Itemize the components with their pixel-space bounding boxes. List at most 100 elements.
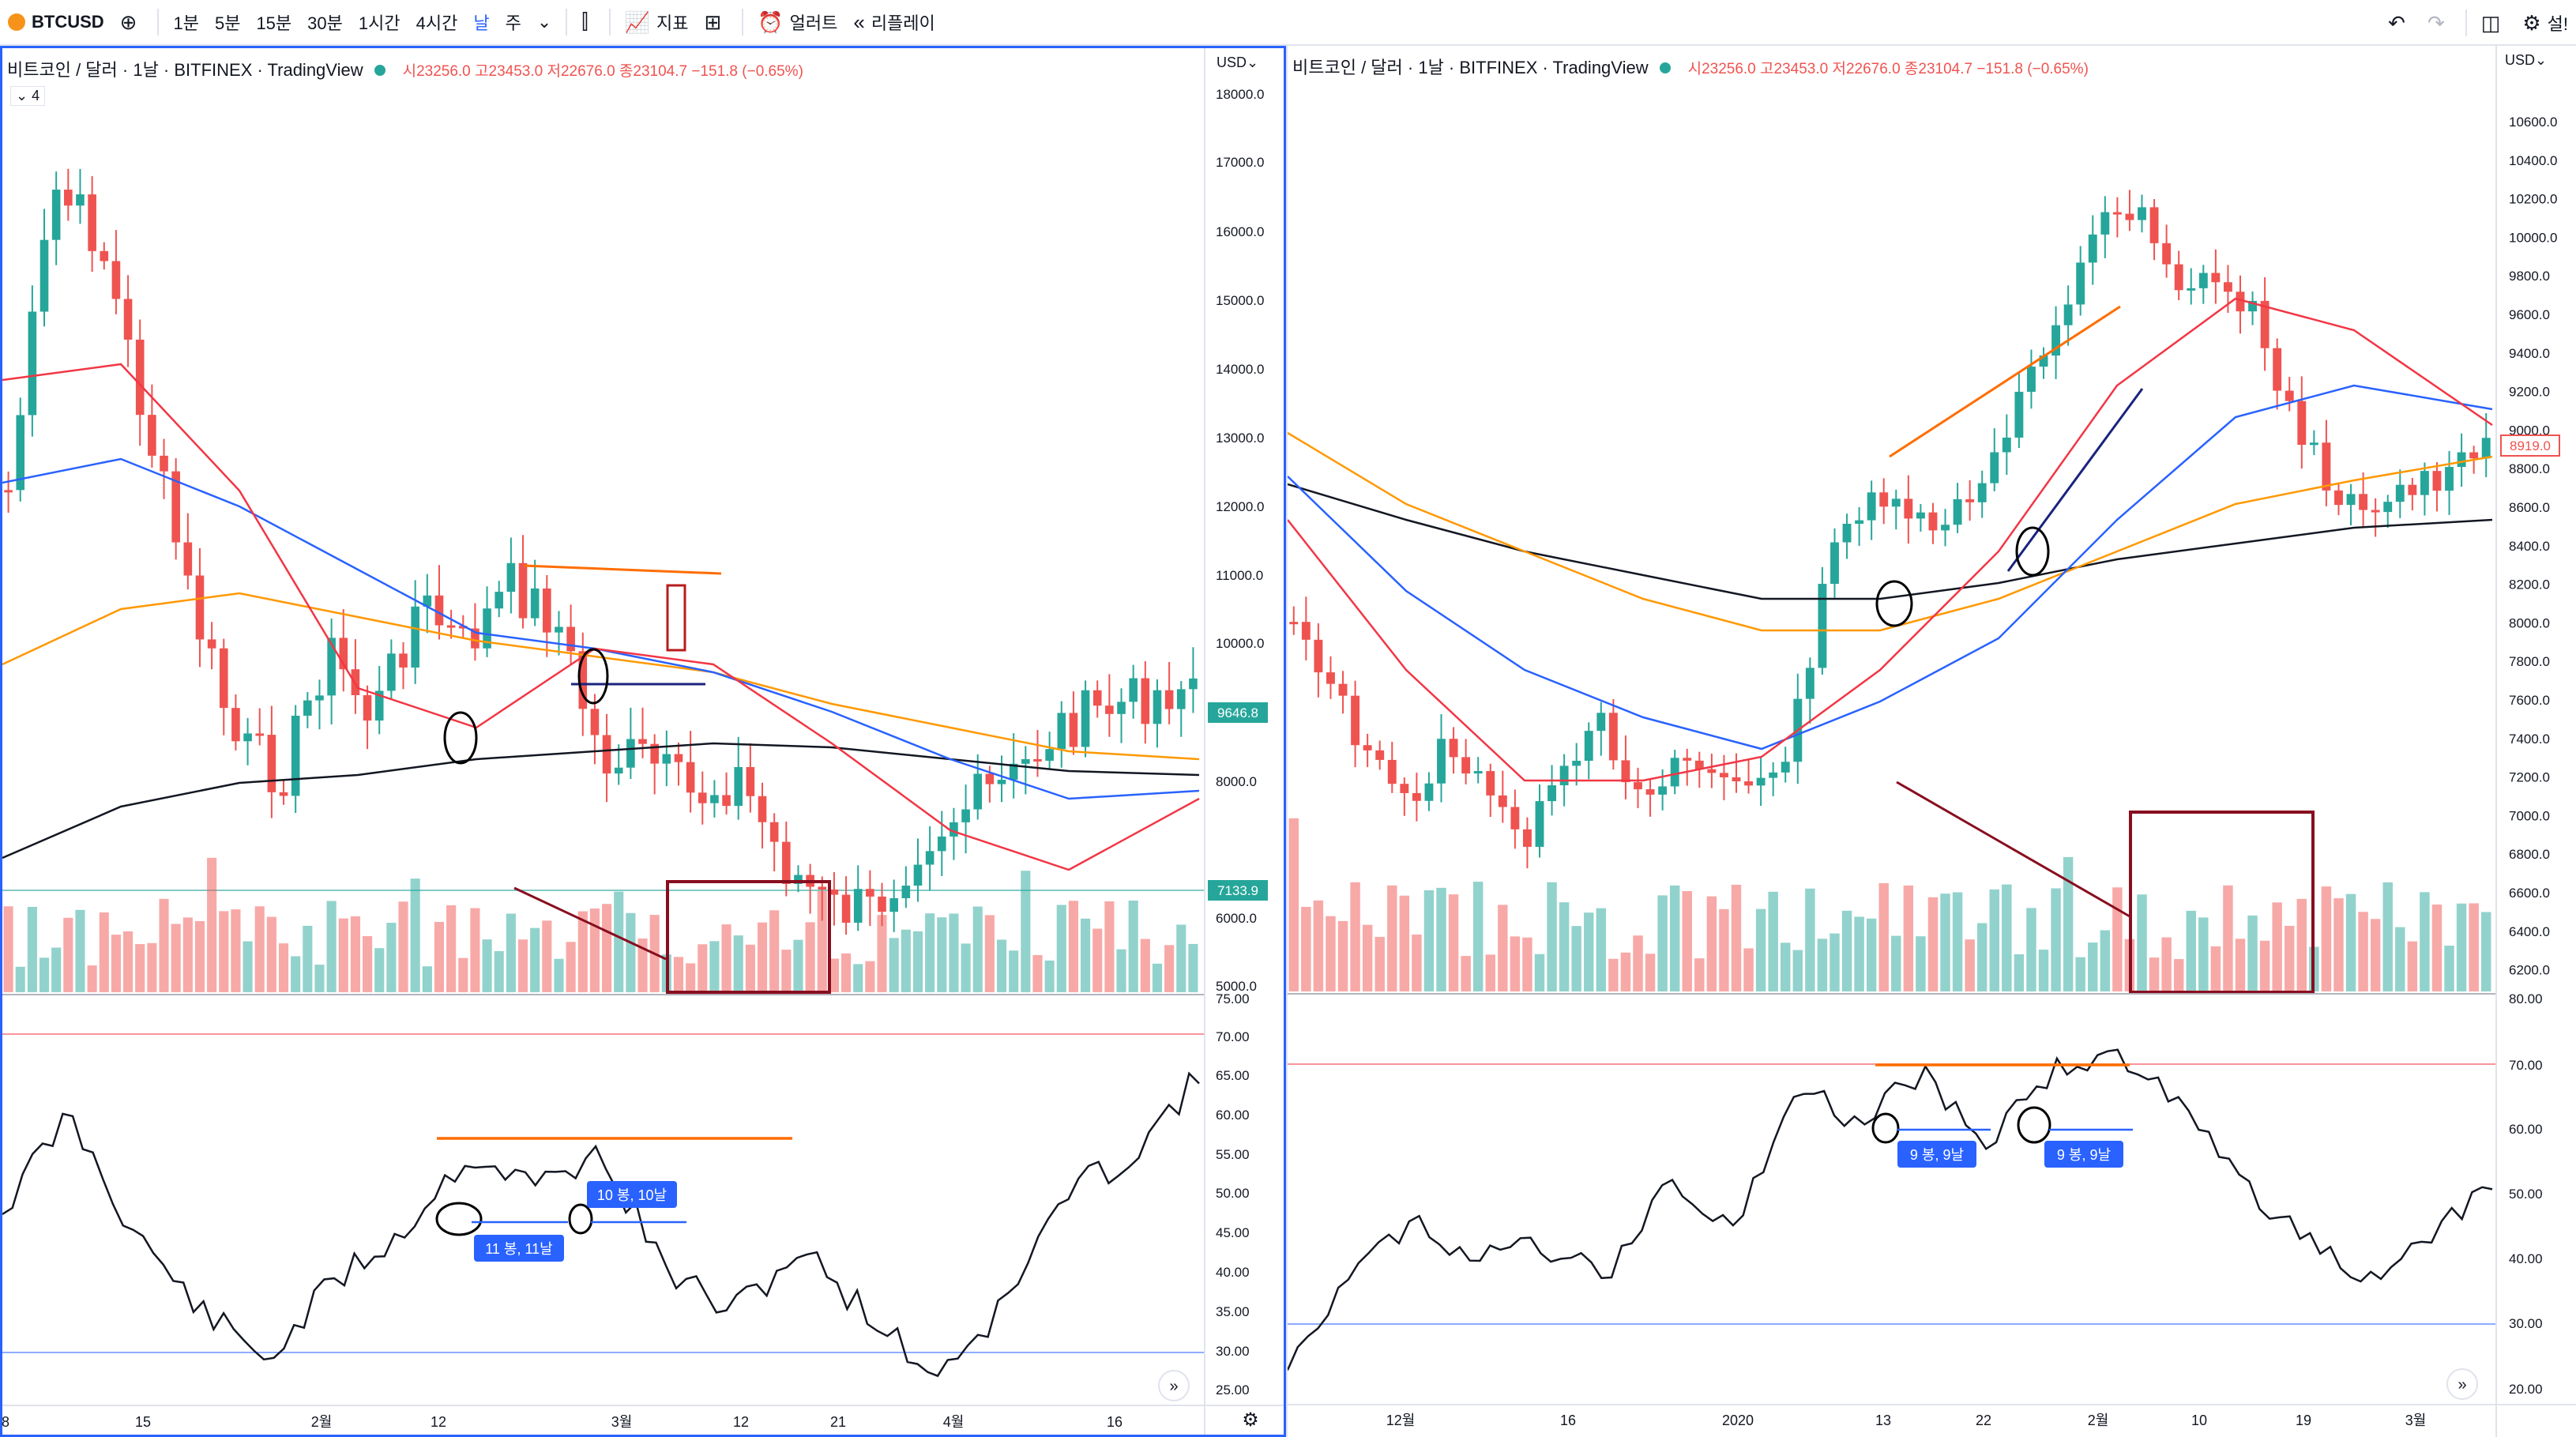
volume-bar [2296,898,2307,991]
interval-day[interactable]: 날 [473,13,490,33]
scroll-to-realtime-button[interactable] [1158,1370,1190,1401]
interval-1m[interactable]: 1분 [173,13,199,33]
symbol-search[interactable]: BTCUSD [0,0,112,45]
time-axis-label: 19 [2296,1413,2311,1428]
candle-body [1153,690,1162,724]
indicator-chart-icon: 📈 [624,9,650,34]
volume-bar [1719,908,1729,991]
volume-bar [194,921,205,992]
settings-button[interactable]: ⚙ 설! [2514,0,2576,46]
price-axis-label: 8600.0 [2509,500,2550,515]
price-axis-label: 5000.0 [1216,979,1257,994]
circle-marker[interactable] [2015,526,2050,577]
time-axis-label: 4월 [943,1414,965,1430]
candle-body [2236,292,2245,312]
volume-bar [303,925,313,992]
interval-1h[interactable]: 1시간 [358,13,401,33]
candle-body [818,886,827,890]
interval-week[interactable]: 주 [505,13,521,33]
volume-bar [2247,915,2258,991]
circle-marker[interactable] [443,711,478,765]
candle-body [925,851,935,865]
resistance-line[interactable] [523,564,722,575]
volume-highlight-box[interactable] [666,880,831,994]
undo-button[interactable]: ↶ [2380,0,2420,46]
volume-bar [2456,903,2467,991]
volume-bar [470,908,480,992]
volume-bar [506,913,516,992]
templates-button[interactable]: ⊞ [696,0,735,45]
trend-line-orange[interactable] [1889,305,2121,458]
indicator-collapse-button[interactable]: ⌄ 4 [10,86,46,106]
circle-marker[interactable] [1875,580,1913,627]
compare-button[interactable]: ⊕ [112,0,152,45]
circle-marker[interactable] [577,648,609,705]
price-tag: 8919.0 [2510,438,2551,453]
volume-bar [1534,954,1545,991]
candle-body [88,194,96,251]
trend-line-blue[interactable] [2006,388,2144,572]
volume-bar [2186,910,2196,991]
circle-marker[interactable] [568,1203,593,1235]
volume-bar [1657,895,1668,991]
volume-bar [2137,894,2147,991]
candle-body [2138,207,2146,220]
replay-button[interactable]: « 리플레이 [845,0,942,45]
candle-body [123,299,133,340]
candle-body [28,311,37,416]
volume-bar [1104,901,1115,992]
volume-bar [1878,882,1889,991]
price-axis-label: 70.00 [2509,1058,2543,1073]
candle-highlight-box[interactable] [666,584,686,652]
circle-marker[interactable] [435,1202,483,1236]
circle-marker[interactable] [2017,1106,2051,1144]
chart-type-button[interactable]: ⫿ [573,0,602,45]
volume-bar [1009,950,1019,992]
indicators-button[interactable]: 📈 지표 [617,0,697,45]
scroll-to-realtime-button[interactable] [2446,1368,2478,1400]
volume-bar [2259,940,2270,991]
volume-bar [781,950,792,992]
candle-body [662,754,671,764]
chart-canvas-left[interactable]: 11 봉, 11날 10 봉, 10날 18000.0 17000.0 16000.… [2,48,1284,1435]
interval-5m[interactable]: 5분 [214,13,241,33]
alerts-button[interactable]: ⏰ 얼러트 [750,0,845,45]
chart-canvas-right[interactable]: 9 봉, 9날 9 봉, 9날 10600.0 10400.0 10200.0 100… [1288,46,2576,1437]
currency-selector[interactable]: USD⌄ [2505,52,2548,68]
candle-body [243,733,252,742]
candle-body [530,588,540,619]
candle-body [1596,713,1606,732]
interval-4h[interactable]: 4시간 [416,13,458,33]
interval-dropdown[interactable]: ⌄ [529,0,559,45]
circle-marker[interactable] [1871,1112,1900,1144]
candle-body [148,415,156,456]
gear-icon[interactable]: ⚙ [1242,1409,1259,1431]
price-axis-label: 8000.0 [2509,615,2550,630]
chart-pane-right[interactable]: 9 봉, 9날 9 봉, 9날 10600.0 10400.0 10200.0 100… [1286,46,2576,1437]
price-axis-label: 70.00 [1216,1029,1250,1044]
trend-line[interactable] [1896,781,2130,918]
time-axis-label: 16 [1107,1414,1123,1430]
trend-line[interactable] [513,886,667,961]
candle-body [1781,762,1790,773]
volume-bar [530,927,540,992]
candle-body [2420,471,2429,495]
price-axis-label: 9800.0 [2509,269,2550,284]
volume-bar [2198,917,2209,991]
volume-bar [554,958,564,992]
interval-15m[interactable]: 15분 [256,13,292,33]
volume-highlight-box[interactable] [2129,811,2315,994]
redo-button[interactable]: ↷ [2420,0,2459,46]
chart-pane-left[interactable]: 11 봉, 11날 10 봉, 10날 18000.0 17000.0 16000.… [0,46,1286,1437]
volume-bar [243,941,253,992]
candle-body [1141,678,1150,724]
layout-icon: ◫ [2480,10,2501,35]
interval-30m[interactable]: 30분 [307,13,343,33]
volume-bar [1436,887,1446,991]
candle-body [758,796,767,822]
layout-button[interactable]: ◫ [2473,0,2515,46]
candle-body [2051,325,2061,356]
volume-bar [410,878,420,992]
currency-selector[interactable]: USD⌄ [1217,55,1259,70]
volume-bar [1965,939,1975,991]
